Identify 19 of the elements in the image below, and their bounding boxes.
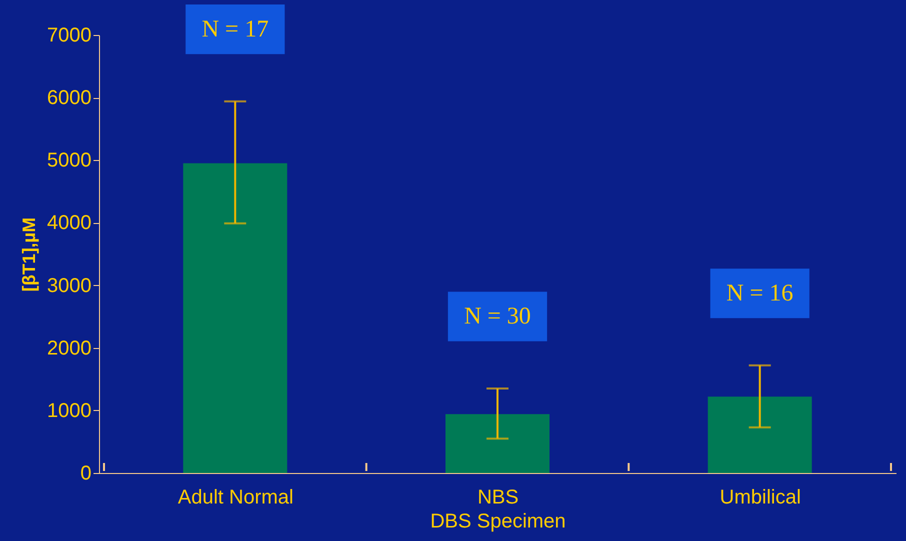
y-axis-title: [βT1],µM bbox=[19, 217, 40, 292]
y-tick-label: 4000 bbox=[47, 212, 92, 234]
y-tick-label: 0 bbox=[80, 462, 92, 484]
y-tick-label: 7000 bbox=[47, 24, 92, 46]
y-tick-label: 3000 bbox=[47, 274, 92, 297]
x-axis-title: DBS Specimen bbox=[430, 510, 566, 532]
annotation: N = 17 bbox=[202, 16, 269, 42]
bar bbox=[446, 414, 550, 473]
x-tick-label: Adult Normal bbox=[178, 486, 294, 508]
y-tick-label: 6000 bbox=[47, 87, 92, 110]
y-tick-label: 2000 bbox=[47, 337, 92, 360]
annotation: N = 16 bbox=[726, 280, 794, 306]
annotation: N = 30 bbox=[464, 304, 531, 330]
y-tick-label: 1000 bbox=[47, 400, 92, 422]
y-tick-label: 5000 bbox=[47, 150, 92, 172]
x-tick-label: Umbilical bbox=[720, 486, 801, 508]
x-tick-label: NBS bbox=[477, 486, 519, 508]
bar bbox=[183, 163, 288, 473]
bar bbox=[708, 396, 812, 473]
